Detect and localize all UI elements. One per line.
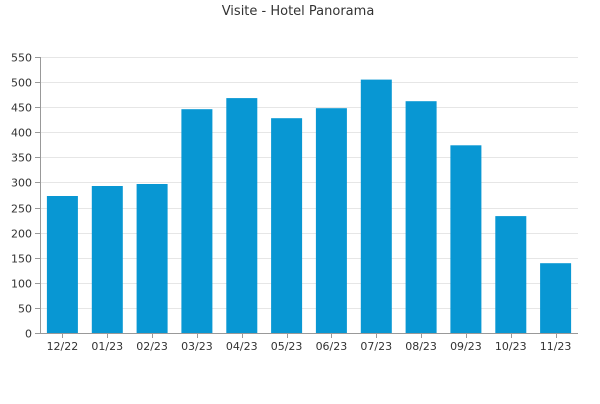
bar-02-23 [136,184,168,333]
bar-07-23 [360,79,392,333]
y-tick-label: 200 [11,228,32,241]
bar-11-23 [540,263,572,333]
x-tick-label: 04/23 [226,340,258,353]
y-tick-label: 300 [11,177,32,190]
bar-10-23 [495,216,527,333]
y-tick-label: 450 [11,102,32,115]
y-tick-label: 50 [18,303,32,316]
x-tick-label: 10/23 [495,340,527,353]
x-tick-label: 02/23 [136,340,168,353]
y-tick-label: 400 [11,127,32,140]
x-tick-label: 09/23 [450,340,482,353]
gridlines [40,57,578,309]
x-tick-labels: 12/22 01/23 02/23 03/23 04/23 05/23 06/23 07/23… [47,340,572,353]
y-tick-label: 550 [11,52,32,65]
y-tick-label: 0 [25,328,32,341]
y-tick-label: 500 [11,77,32,90]
x-tick-label: 08/23 [405,340,437,353]
bar-05-23 [271,118,303,333]
bar-01-23 [91,186,123,333]
x-tick-label: 11/23 [540,340,572,353]
x-tick-label: 03/23 [181,340,213,353]
bar-08-23 [405,101,437,333]
y-tick-labels: 0 50 100 150 200 250 300 350 400 450 500 550 [11,52,32,341]
bar-09-23 [450,145,482,333]
bar-04-23 [226,98,258,333]
y-tick-label: 100 [11,278,32,291]
bar-12-22 [46,196,78,333]
axes [35,57,578,338]
bar-03-23 [181,109,213,333]
y-tick-label: 150 [11,253,32,266]
x-tick-label: 12/22 [47,340,79,353]
x-tick-label: 07/23 [360,340,392,353]
y-tick-label: 250 [11,203,32,216]
x-tick-label: 01/23 [91,340,123,353]
x-tick-label: 05/23 [271,340,303,353]
y-tick-label: 350 [11,152,32,165]
chart-title: Visite - Hotel Panorama [222,4,375,19]
x-tick-label: 06/23 [316,340,348,353]
bars [46,79,572,333]
bar-06-23 [315,108,347,333]
